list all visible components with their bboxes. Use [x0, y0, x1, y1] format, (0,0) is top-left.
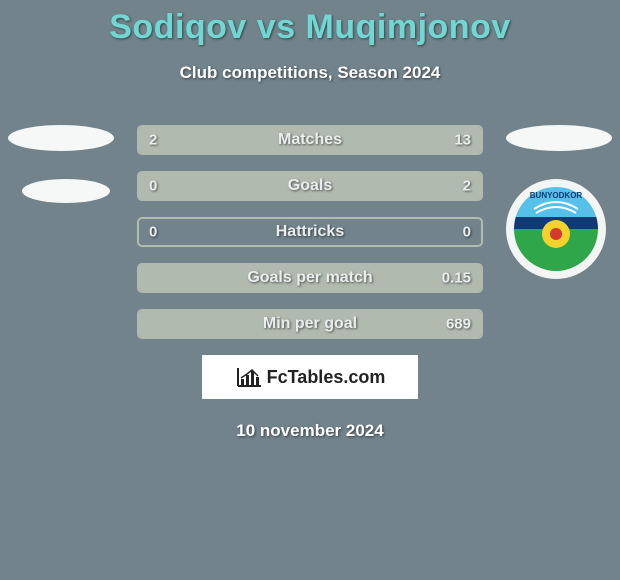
stats-area: BUNYODKOR 2 Matches 13 0 Goals 2 — [0, 125, 620, 441]
stat-label: Min per goal — [139, 315, 481, 333]
subtitle: Club competitions, Season 2024 — [0, 63, 620, 83]
stat-right-value: 2 — [463, 178, 471, 195]
stat-row-goals-per-match: Goals per match 0.15 — [137, 263, 483, 293]
logo-text: FcTables.com — [267, 367, 386, 388]
left-player-icons — [8, 125, 114, 231]
player-silhouette-icon — [506, 125, 612, 151]
player-silhouette-icon — [8, 125, 114, 151]
stat-row-goals: 0 Goals 2 — [137, 171, 483, 201]
stat-label: Hattricks — [139, 223, 481, 241]
stat-row-matches: 2 Matches 13 — [137, 125, 483, 155]
club-badge-bunyodkor: BUNYODKOR — [506, 179, 606, 279]
svg-text:BUNYODKOR: BUNYODKOR — [530, 191, 583, 200]
stat-right-value: 689 — [446, 316, 471, 333]
page-title: Sodiqov vs Muqimjonov — [0, 0, 620, 47]
stat-row-min-per-goal: Min per goal 689 — [137, 309, 483, 339]
stat-row-hattricks: 0 Hattricks 0 — [137, 217, 483, 247]
bar-chart-icon — [235, 365, 263, 389]
stat-right-value: 13 — [454, 132, 471, 149]
stat-right-value: 0 — [463, 224, 471, 241]
right-player-icons: BUNYODKOR — [506, 125, 612, 279]
stat-label: Goals — [139, 177, 481, 195]
stat-right-value: 0.15 — [442, 270, 471, 287]
stat-label: Matches — [139, 131, 481, 149]
stat-label: Goals per match — [139, 269, 481, 287]
club-placeholder-icon — [22, 179, 110, 203]
stat-rows: 2 Matches 13 0 Goals 2 0 Hattricks 0 — [137, 125, 483, 339]
date: 10 november 2024 — [0, 421, 620, 441]
fctables-logo: FcTables.com — [202, 355, 418, 399]
